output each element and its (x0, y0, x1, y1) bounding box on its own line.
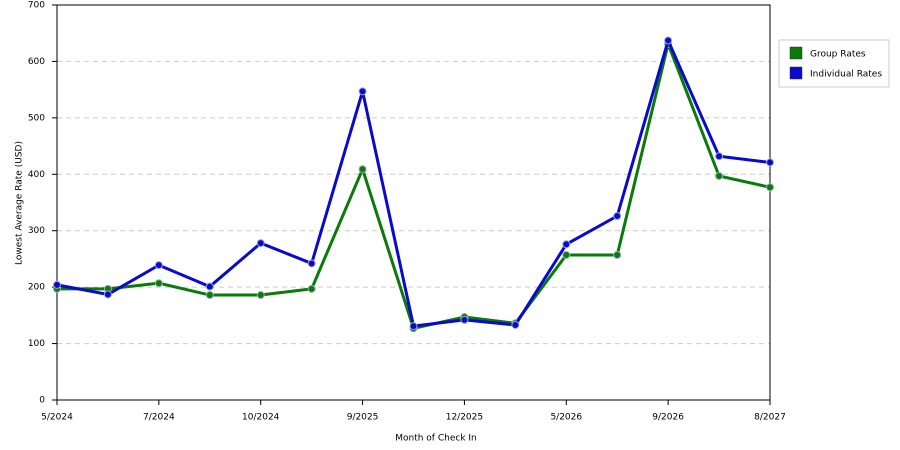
data-point (409, 322, 418, 331)
data-point (154, 261, 163, 270)
x-tick-label: 5/2024 (41, 413, 73, 423)
x-tick-label: 7/2024 (143, 413, 175, 423)
data-point (562, 250, 571, 259)
y-tick-label: 400 (28, 170, 45, 180)
data-point (511, 320, 520, 329)
y-tick-label: 700 (28, 1, 45, 11)
data-point (460, 315, 469, 324)
data-point (53, 280, 61, 289)
data-point (766, 158, 774, 167)
data-point (307, 284, 316, 293)
x-tick-label: 8/2027 (754, 413, 786, 423)
data-point (613, 212, 622, 221)
legend-label: Group Rates (810, 50, 866, 60)
data-point (715, 171, 724, 180)
data-point (715, 152, 724, 161)
data-point (664, 36, 673, 45)
x-tick-label: 10/2024 (242, 413, 280, 423)
y-tick-label: 0 (39, 396, 45, 406)
data-point (562, 240, 571, 249)
data-point (358, 165, 367, 174)
y-tick-label: 200 (28, 283, 45, 293)
series-line (57, 38, 771, 331)
data-point (256, 239, 265, 248)
data-point (256, 291, 265, 300)
x-tick-label: 9/2026 (652, 413, 684, 423)
data-point (307, 259, 316, 268)
data-point (358, 87, 367, 96)
y-tick-label: 600 (28, 57, 45, 67)
data-point (205, 291, 214, 300)
y-tick-label: 100 (28, 339, 45, 349)
y-tick-label: 500 (28, 113, 45, 123)
data-point (103, 290, 112, 299)
y-tick-label: 300 (28, 226, 45, 236)
legend-label: Individual Rates (810, 70, 882, 80)
data-point (154, 279, 163, 288)
legend-swatch (789, 66, 803, 80)
x-tick-label: 5/2026 (550, 413, 582, 423)
legend-swatch (789, 46, 803, 60)
x-axis-label: Month of Check In (395, 434, 477, 444)
data-point (205, 282, 214, 291)
data-point (613, 250, 622, 259)
data-point (766, 183, 774, 192)
x-tick-label: 12/2025 (446, 413, 483, 423)
y-axis-label: Lowest Average Rate (USD) (15, 141, 25, 265)
plot-frame (56, 4, 771, 401)
x-tick-label: 9/2025 (347, 413, 379, 423)
